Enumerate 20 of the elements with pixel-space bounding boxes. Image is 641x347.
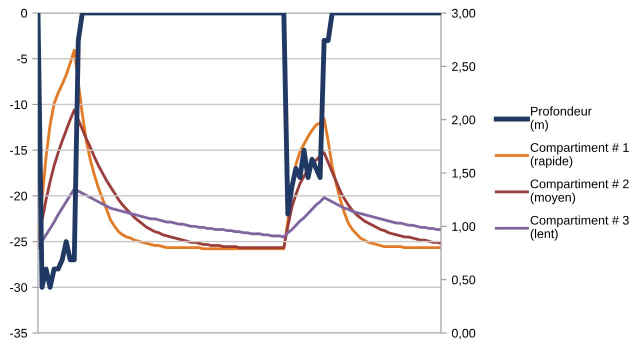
y2-tick-label: 1,50 (452, 168, 476, 180)
y-tick-label: -15 (10, 146, 28, 155)
line-series (38, 188, 441, 250)
y2-tick-label: 0,50 (452, 275, 476, 286)
y-tick-label: -10 (10, 100, 28, 110)
y2-tick-label: 1,00 (452, 222, 476, 232)
y2-tick-label: 0,00 (452, 328, 476, 340)
y2-tick-label: 2,50 (452, 62, 476, 72)
y2-tick-label: 2,00 (452, 115, 476, 126)
y-tick-label: -35 (10, 328, 28, 338)
legend-label: Compartiment # 2 (moyen) (530, 179, 629, 204)
legend-label: Compartiment # 3 (lent) (530, 215, 629, 241)
legend-label: Profondeur (m) (530, 106, 592, 132)
y-tick-label: -25 (10, 237, 28, 246)
y-tick-label: -5 (17, 54, 28, 64)
y-tick-label: -30 (10, 283, 28, 292)
y-tick-label: 0 (21, 8, 28, 18)
y-tick-label: -20 (10, 192, 28, 201)
y2-tick-label: 3,00 (452, 8, 476, 20)
legend-label: Compartiment # 1 (rapide) (530, 142, 629, 168)
